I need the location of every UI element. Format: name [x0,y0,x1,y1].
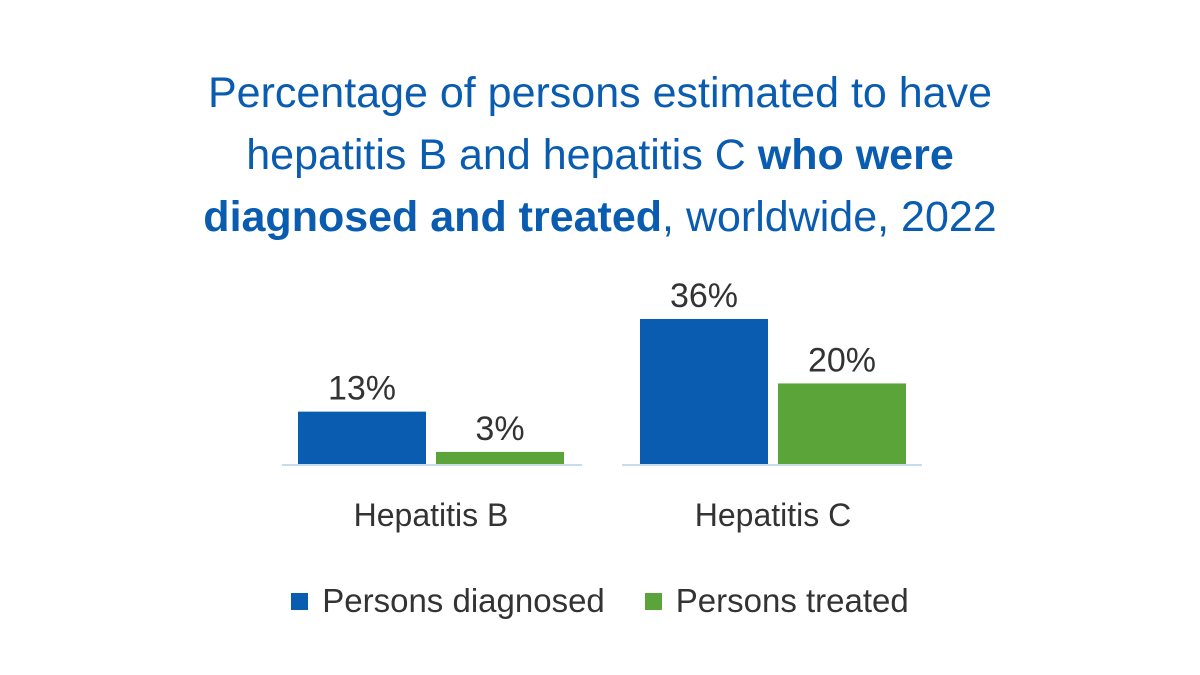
chart-title: Percentage of persons estimated to have … [0,62,1200,248]
legend-item-treated: Persons treated [644,582,909,620]
title-line-1: Percentage of persons estimated to have [207,69,993,117]
legend-swatch-diagnosed [291,592,309,610]
data-label-hepatitis-b-persons-diagnosed: 13% [328,370,396,408]
title-line-3-normal: , worldwide, 2022 [662,193,997,241]
category-label-hepatitis-b: Hepatitis B [354,497,509,533]
legend-label-diagnosed: Persons diagnosed [322,582,605,619]
bar-hepatitis-c-persons-treated [778,383,906,464]
title-line-2: hepatitis B and hepatitis C who were [0,124,1200,186]
bar-hepatitis-b-persons-treated [436,451,564,464]
data-label-hepatitis-c-persons-diagnosed: 36% [670,277,738,315]
title-line-3: diagnosed and treated, worldwide, 2022 [0,186,1200,248]
title-line-3-bold: diagnosed and treated [203,193,663,241]
title-line-2-bold: who were [757,131,954,179]
bar-hepatitis-b-persons-diagnosed [298,411,426,464]
category-label-hepatitis-c: Hepatitis C [695,497,852,533]
legend-label-treated: Persons treated [675,582,909,619]
legend: Persons diagnosed Persons treated [0,578,1200,624]
bar-hepatitis-c-persons-diagnosed [640,319,768,464]
data-label-hepatitis-b-persons-treated: 3% [475,410,524,448]
data-label-hepatitis-c-persons-treated: 20% [808,341,876,379]
title-line-2-normal: hepatitis B and hepatitis C [246,131,758,179]
legend-swatch-treated [644,592,662,610]
legend-item-diagnosed: Persons diagnosed [291,582,605,620]
